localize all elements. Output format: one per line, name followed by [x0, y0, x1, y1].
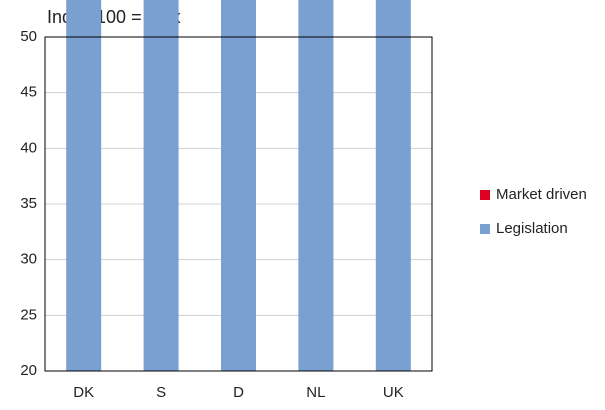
bar-segment: [375, 0, 411, 372]
plot-frame: [44, 36, 433, 372]
y-tick-label: 50: [20, 28, 37, 45]
legend-swatch: [480, 190, 490, 200]
x-tick-label: NL: [306, 384, 325, 401]
bar-segment: [66, 0, 102, 371]
bar-segment: [298, 0, 334, 372]
y-tick-label: 20: [20, 362, 37, 379]
y-tick-label: 40: [20, 139, 37, 156]
x-tick-label: S: [156, 384, 166, 401]
legend-label: Market driven: [496, 186, 587, 203]
x-tick-label: UK: [383, 384, 404, 401]
y-tick-label: 35: [20, 195, 37, 212]
bar-segment: [221, 0, 256, 372]
y-tick-label: 25: [20, 306, 37, 323]
legend-swatch: [480, 224, 490, 234]
x-tick-label: D: [233, 384, 244, 401]
x-tick-label: DK: [73, 384, 94, 401]
y-tick-label: 45: [20, 84, 37, 101]
legend-label: Legislation: [496, 220, 568, 237]
bar-segment: [143, 0, 179, 371]
y-tick-label: 30: [20, 251, 37, 268]
